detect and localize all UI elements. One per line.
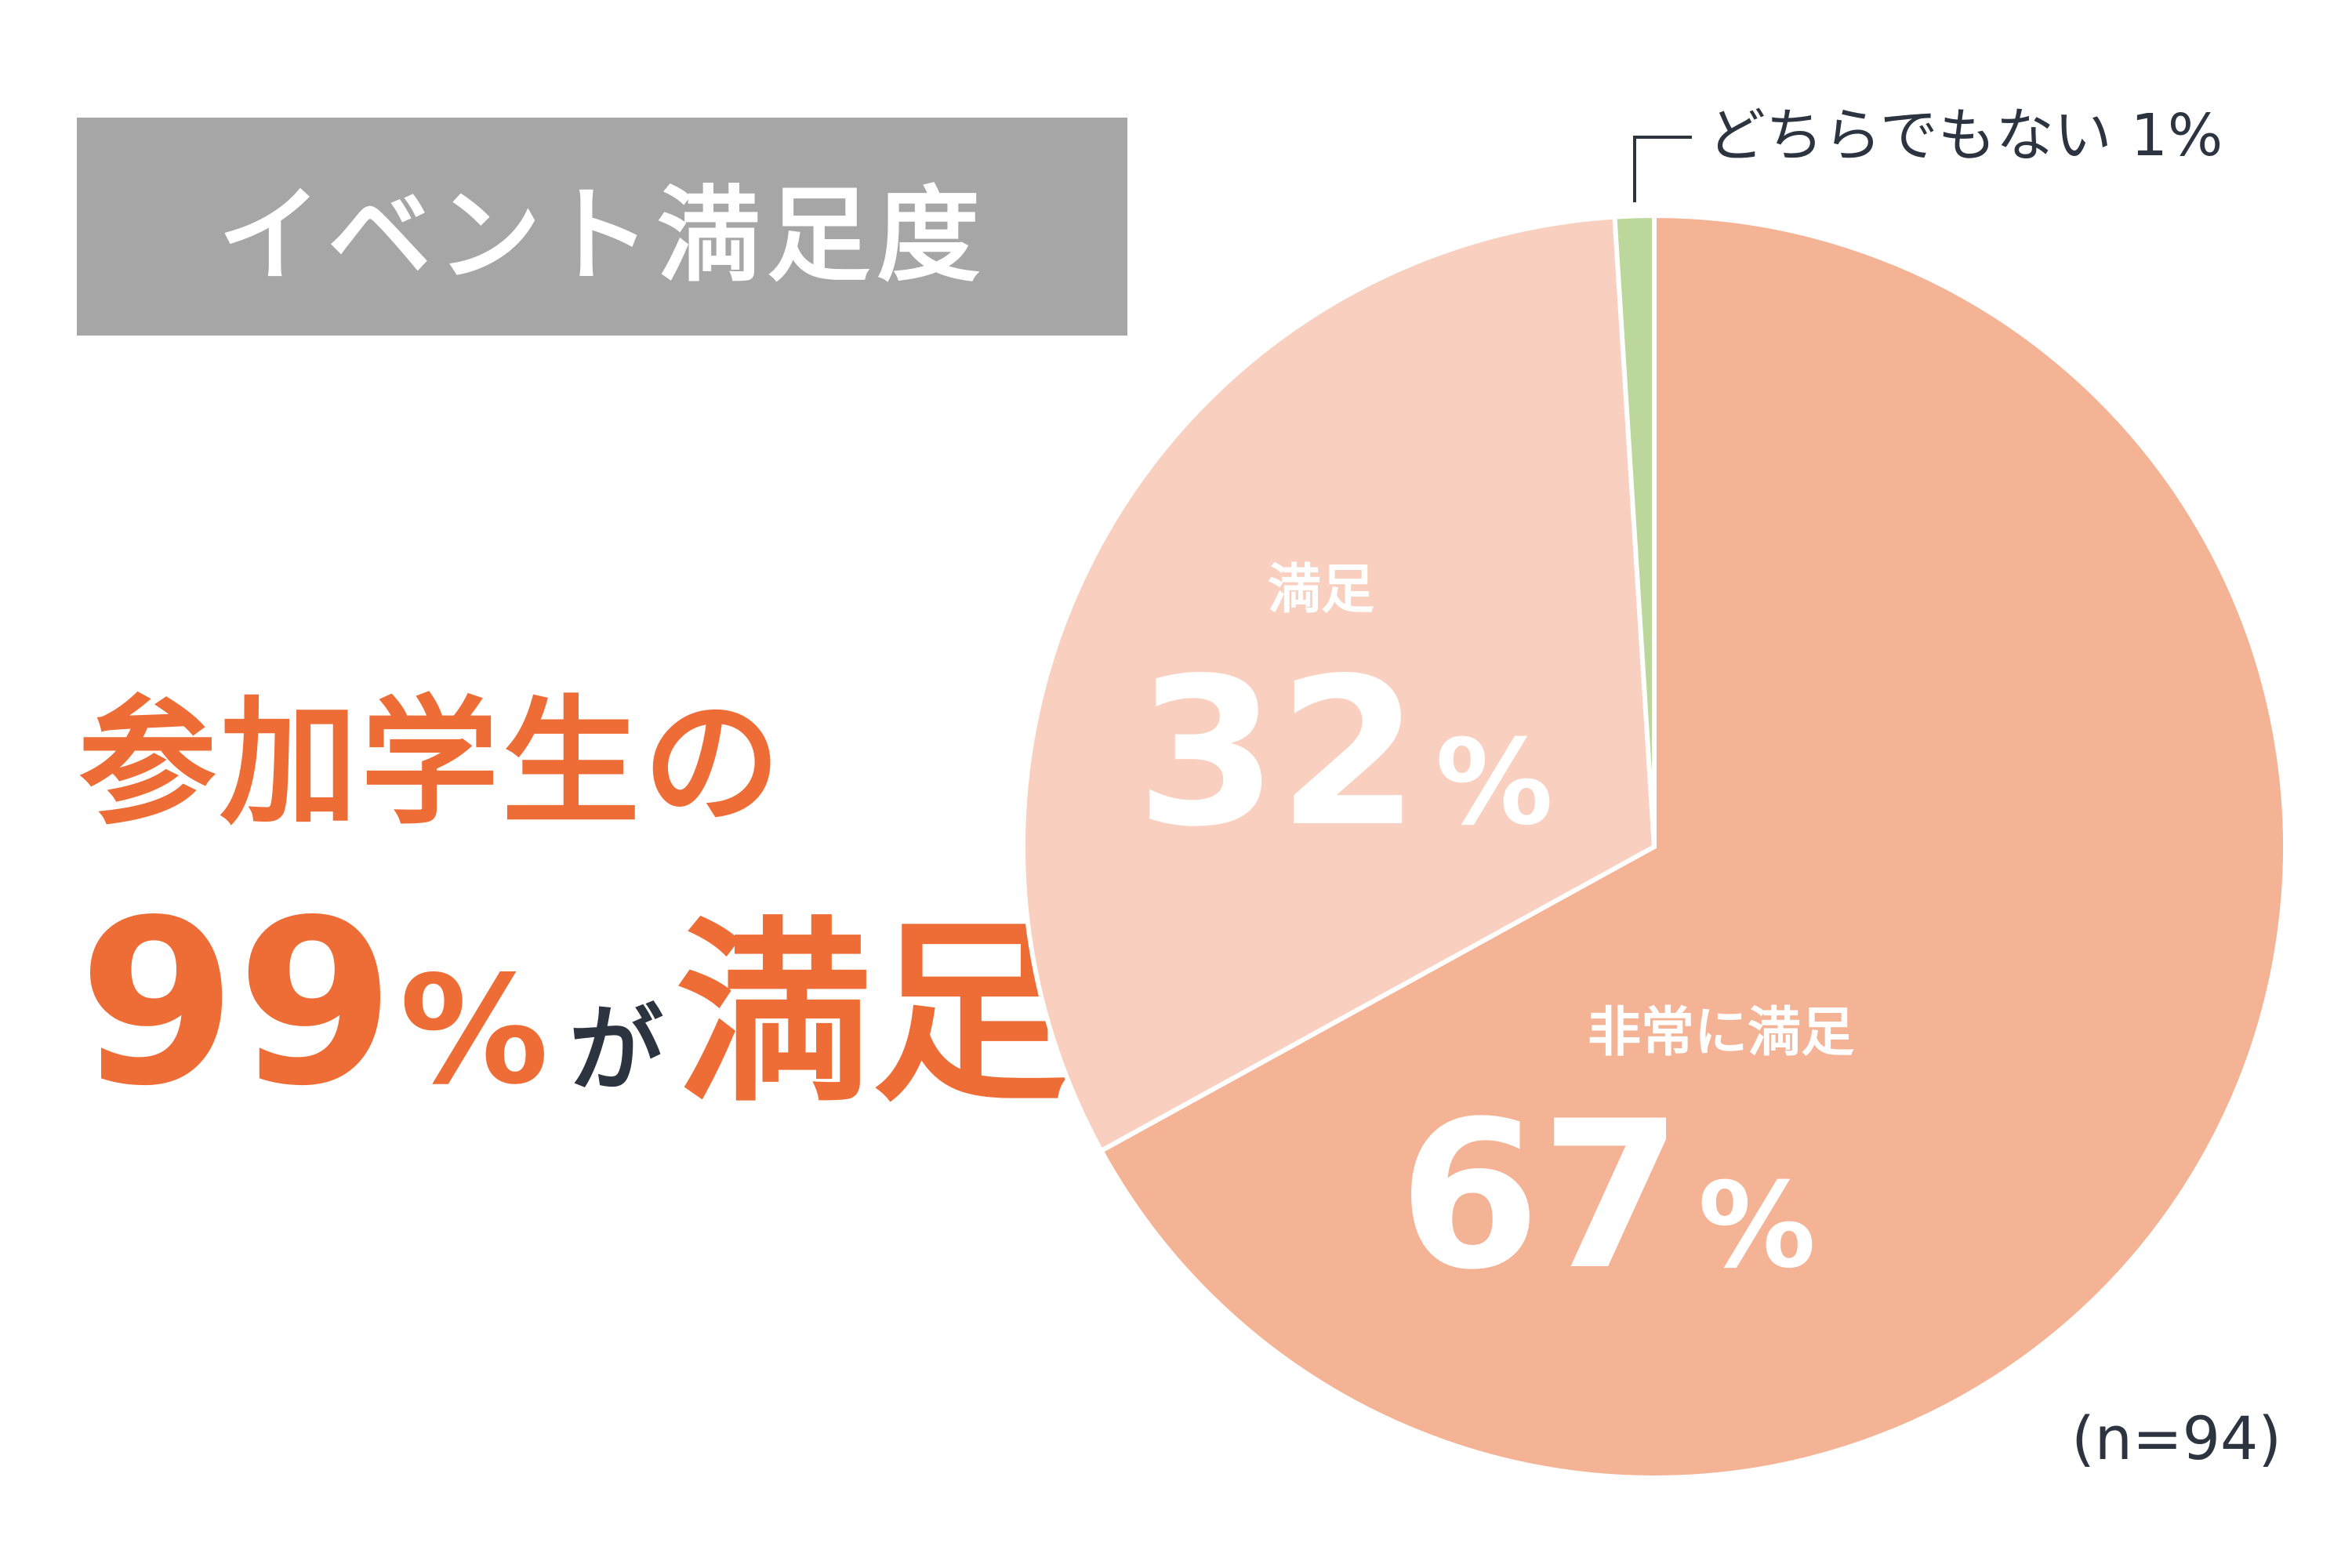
- slice-value-satisfied: 32%: [1136, 635, 1553, 872]
- slice-value-very-satisfied: 67%: [1399, 1078, 1816, 1315]
- headline-line-2: 99 % が 満足: [78, 855, 1068, 1138]
- title-banner: イベント満足度: [77, 118, 1127, 336]
- headline-number: 99: [78, 872, 395, 1136]
- slice-label-neutral-text: どちらでもない: [1708, 102, 2112, 169]
- slice-value-very-satisfied-number: 67: [1399, 1078, 1682, 1315]
- chart-title: イベント満足度: [218, 175, 986, 296]
- neutral-leader-line: [1633, 136, 1692, 202]
- slice-value-satisfied-number: 32: [1136, 635, 1420, 872]
- slice-value-very-satisfied-percent: %: [1698, 1158, 1816, 1294]
- slice-label-neutral: どちらでもない 1%: [1708, 102, 2223, 169]
- slice-satisfied: [1021, 214, 1657, 1154]
- pie-slices: [1021, 212, 2288, 1480]
- slice-label-satisfied: 満足: [1268, 559, 1374, 621]
- headline-percent: %: [399, 944, 549, 1117]
- headline-line-1: 参加学生の: [78, 683, 785, 844]
- slice-very-satisfied: [1098, 212, 2288, 1480]
- slice-neutral: [1612, 212, 1657, 848]
- headline-particle: が: [568, 996, 663, 1105]
- headline-word: 満足: [675, 900, 1068, 1128]
- slice-value-neutral: 1%: [2131, 102, 2223, 169]
- slice-value-satisfied-percent: %: [1436, 715, 1553, 851]
- slice-label-very-satisfied: 非常に満足: [1588, 1002, 1854, 1064]
- sample-size-note: (n=94): [2071, 1403, 2281, 1473]
